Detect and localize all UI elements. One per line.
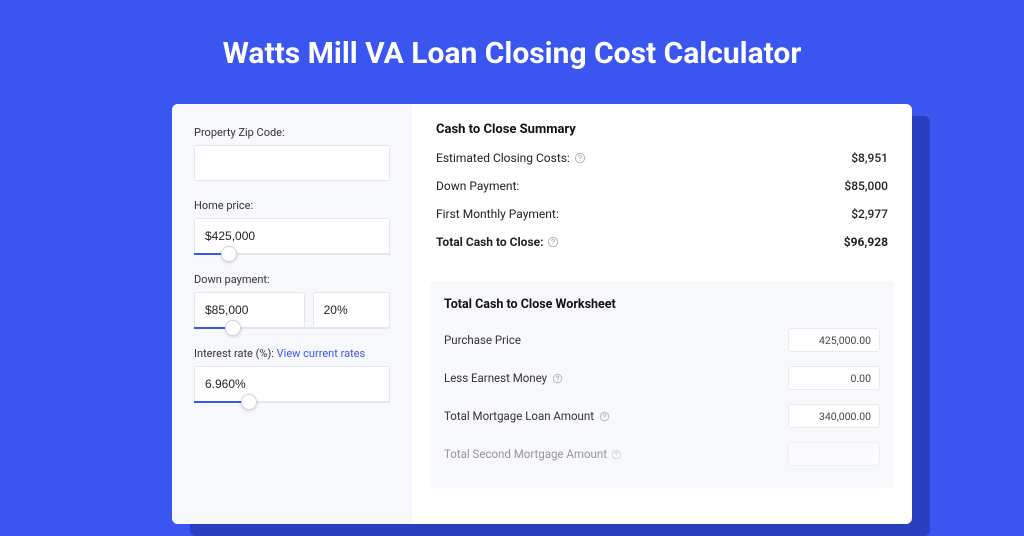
interest-rate-slider[interactable]: [194, 401, 390, 403]
worksheet-row-label: Total Mortgage Loan Amount: [444, 409, 594, 423]
summary-row-value: $2,977: [851, 207, 888, 221]
summary-total-row: Total Cash to Close: $96,928: [436, 235, 888, 249]
worksheet-row-label: Less Earnest Money: [444, 371, 547, 385]
help-icon[interactable]: [551, 372, 563, 384]
interest-rate-input[interactable]: [194, 366, 390, 402]
interest-rate-label-text: Interest rate (%):: [194, 347, 277, 360]
worksheet-row: Less Earnest Money 0.00: [444, 366, 880, 390]
summary-row-label: First Monthly Payment:: [436, 207, 559, 221]
help-icon[interactable]: [547, 236, 559, 248]
worksheet-row: Total Mortgage Loan Amount 340,000.00: [444, 404, 880, 428]
worksheet-value: 340,000.00: [788, 404, 880, 428]
worksheet-title: Total Cash to Close Worksheet: [444, 297, 880, 312]
worksheet-row: Purchase Price 425,000.00: [444, 328, 880, 352]
home-price-slider[interactable]: [194, 253, 390, 255]
help-icon[interactable]: [598, 410, 610, 422]
home-price-group: Home price:: [194, 199, 390, 255]
worksheet-row-label: Purchase Price: [444, 333, 521, 347]
down-payment-percent-input[interactable]: [313, 292, 390, 328]
summary-row: Down Payment: $85,000: [436, 179, 888, 193]
down-payment-group: Down payment:: [194, 273, 390, 329]
worksheet-value: 425,000.00: [788, 328, 880, 352]
summary-title: Cash to Close Summary: [436, 122, 888, 137]
interest-rate-label: Interest rate (%): View current rates: [194, 347, 390, 360]
calculator-card: Property Zip Code: Home price: Down paym…: [172, 104, 912, 524]
help-icon[interactable]: [611, 448, 623, 460]
view-rates-link[interactable]: View current rates: [277, 347, 366, 360]
zip-field-group: Property Zip Code:: [194, 126, 390, 181]
summary-row: Estimated Closing Costs: $8,951: [436, 151, 888, 165]
help-icon[interactable]: [574, 152, 586, 164]
worksheet-value: [788, 442, 880, 466]
summary-total-value: $96,928: [844, 235, 888, 249]
worksheet-row-label: Total Second Mortgage Amount: [444, 447, 607, 461]
summary-row-value: $8,951: [851, 151, 888, 165]
interest-rate-group: Interest rate (%): View current rates: [194, 347, 390, 403]
worksheet-panel: Total Cash to Close Worksheet Purchase P…: [430, 281, 894, 488]
input-panel: Property Zip Code: Home price: Down paym…: [172, 104, 412, 524]
summary-row-value: $85,000: [844, 179, 888, 193]
worksheet-value: 0.00: [788, 366, 880, 390]
results-panel: Cash to Close Summary Estimated Closing …: [412, 104, 912, 524]
down-payment-slider[interactable]: [194, 327, 390, 329]
summary-total-label: Total Cash to Close:: [436, 235, 543, 249]
summary-row: First Monthly Payment: $2,977: [436, 207, 888, 221]
down-payment-label: Down payment:: [194, 273, 390, 286]
zip-input[interactable]: [194, 145, 390, 181]
interest-rate-slider-thumb[interactable]: [241, 394, 257, 410]
home-price-label: Home price:: [194, 199, 390, 212]
home-price-slider-thumb[interactable]: [221, 246, 237, 262]
summary-row-label: Down Payment:: [436, 179, 519, 193]
down-payment-slider-thumb[interactable]: [225, 320, 241, 336]
page-title: Watts Mill VA Loan Closing Cost Calculat…: [0, 0, 1024, 99]
down-payment-amount-input[interactable]: [194, 292, 305, 328]
worksheet-row: Total Second Mortgage Amount: [444, 442, 880, 466]
zip-label: Property Zip Code:: [194, 126, 390, 139]
summary-row-label: Estimated Closing Costs:: [436, 151, 570, 165]
